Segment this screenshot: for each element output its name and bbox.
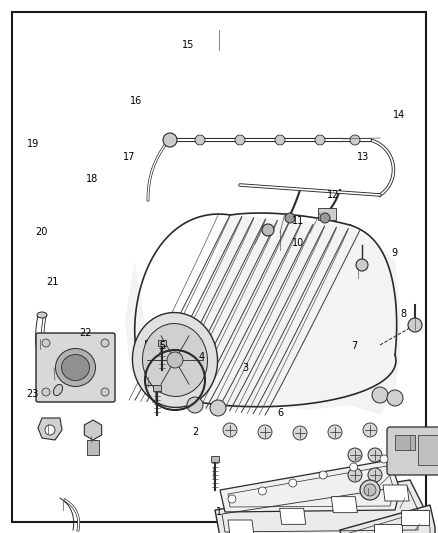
Bar bbox=[395, 435, 415, 450]
Text: 6: 6 bbox=[277, 408, 283, 418]
Circle shape bbox=[356, 259, 368, 271]
Circle shape bbox=[293, 426, 307, 440]
Ellipse shape bbox=[56, 349, 95, 386]
Circle shape bbox=[320, 213, 330, 223]
Circle shape bbox=[167, 352, 183, 368]
Circle shape bbox=[328, 425, 342, 439]
Circle shape bbox=[350, 135, 360, 145]
Circle shape bbox=[348, 448, 362, 462]
Text: 16: 16 bbox=[130, 96, 142, 106]
Circle shape bbox=[42, 339, 50, 347]
Polygon shape bbox=[401, 510, 429, 525]
Text: 11: 11 bbox=[292, 216, 304, 226]
Circle shape bbox=[368, 468, 382, 482]
Circle shape bbox=[262, 224, 274, 236]
Bar bbox=[318, 208, 336, 220]
Text: 9: 9 bbox=[391, 248, 397, 258]
Text: 4: 4 bbox=[198, 352, 205, 362]
Polygon shape bbox=[38, 418, 62, 440]
Bar bbox=[145, 340, 175, 385]
Text: 14: 14 bbox=[392, 110, 405, 119]
Circle shape bbox=[380, 455, 388, 463]
Circle shape bbox=[315, 135, 325, 145]
Bar bbox=[153, 385, 161, 391]
FancyBboxPatch shape bbox=[387, 427, 438, 475]
Text: 5: 5 bbox=[159, 342, 165, 351]
Polygon shape bbox=[340, 505, 435, 533]
Circle shape bbox=[195, 135, 205, 145]
Circle shape bbox=[101, 388, 109, 396]
Circle shape bbox=[187, 397, 203, 413]
Circle shape bbox=[101, 339, 109, 347]
Circle shape bbox=[285, 213, 295, 223]
Polygon shape bbox=[125, 215, 400, 415]
Ellipse shape bbox=[142, 324, 208, 397]
Bar bbox=[211, 456, 219, 462]
Text: 8: 8 bbox=[400, 310, 406, 319]
Circle shape bbox=[258, 425, 272, 439]
Text: 22: 22 bbox=[79, 328, 92, 338]
Text: 2: 2 bbox=[192, 427, 198, 437]
Polygon shape bbox=[220, 460, 400, 512]
Circle shape bbox=[45, 425, 55, 435]
Circle shape bbox=[387, 390, 403, 406]
Ellipse shape bbox=[132, 312, 218, 407]
Circle shape bbox=[223, 423, 237, 437]
Circle shape bbox=[210, 400, 226, 416]
Polygon shape bbox=[331, 497, 357, 513]
Circle shape bbox=[289, 479, 297, 487]
Circle shape bbox=[350, 463, 357, 471]
Circle shape bbox=[258, 487, 266, 495]
Circle shape bbox=[163, 133, 177, 147]
Ellipse shape bbox=[53, 384, 63, 395]
Polygon shape bbox=[280, 508, 306, 524]
Circle shape bbox=[372, 387, 388, 403]
Text: 23: 23 bbox=[27, 390, 39, 399]
Circle shape bbox=[363, 423, 377, 437]
Polygon shape bbox=[383, 485, 409, 501]
Bar bbox=[418, 435, 438, 465]
Text: 21: 21 bbox=[46, 278, 59, 287]
Circle shape bbox=[408, 318, 422, 332]
Text: 10: 10 bbox=[292, 238, 304, 247]
Polygon shape bbox=[85, 420, 102, 440]
Ellipse shape bbox=[37, 312, 47, 318]
Circle shape bbox=[319, 471, 327, 479]
Text: 17: 17 bbox=[123, 152, 135, 162]
Text: 13: 13 bbox=[357, 152, 370, 162]
Circle shape bbox=[275, 135, 285, 145]
Polygon shape bbox=[374, 524, 402, 533]
Polygon shape bbox=[228, 520, 254, 533]
Circle shape bbox=[235, 135, 245, 145]
Polygon shape bbox=[215, 480, 425, 533]
Bar bbox=[158, 340, 166, 346]
Text: 19: 19 bbox=[27, 139, 39, 149]
Text: 3: 3 bbox=[242, 363, 248, 373]
Circle shape bbox=[360, 480, 380, 500]
Circle shape bbox=[228, 495, 236, 503]
Circle shape bbox=[348, 468, 362, 482]
Text: 12: 12 bbox=[327, 190, 339, 199]
Text: 15: 15 bbox=[182, 41, 194, 50]
Text: 18: 18 bbox=[86, 174, 98, 183]
Ellipse shape bbox=[61, 354, 89, 381]
Text: 1: 1 bbox=[216, 507, 222, 516]
Text: 7: 7 bbox=[352, 342, 358, 351]
FancyBboxPatch shape bbox=[36, 333, 115, 402]
Circle shape bbox=[368, 448, 382, 462]
Circle shape bbox=[42, 388, 50, 396]
Bar bbox=[87, 440, 99, 455]
Text: 20: 20 bbox=[35, 227, 48, 237]
Circle shape bbox=[364, 484, 376, 496]
